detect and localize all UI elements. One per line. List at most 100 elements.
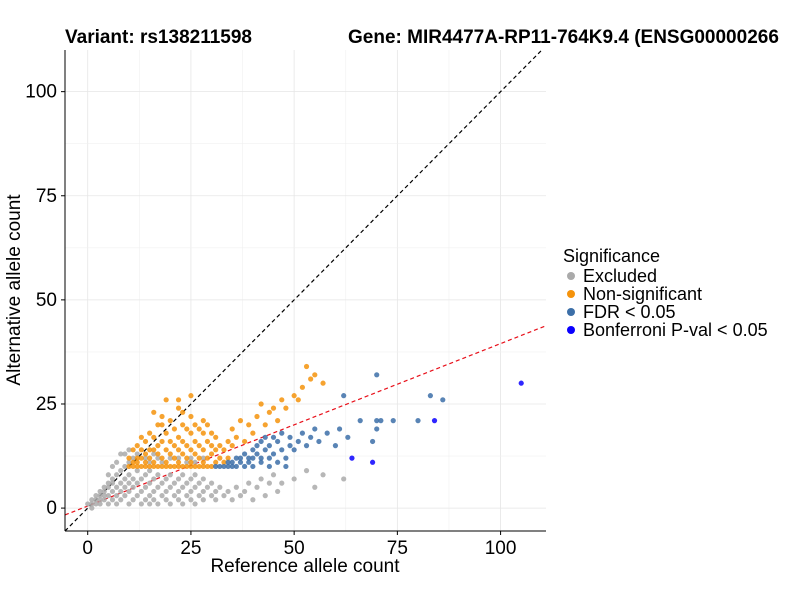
data-point — [250, 497, 256, 503]
data-point — [279, 430, 285, 436]
ticks: 0 25 50 75 100 0 25 50 75 100 — [25, 82, 516, 559]
data-point — [275, 459, 281, 465]
data-point — [134, 455, 140, 461]
data-point — [208, 463, 215, 470]
data-point — [114, 472, 120, 478]
data-point — [163, 497, 169, 503]
data-point — [196, 443, 202, 449]
data-point — [109, 463, 116, 470]
data-point — [188, 459, 194, 465]
data-point — [378, 418, 384, 424]
data-point — [134, 463, 140, 470]
data-point — [213, 459, 219, 465]
data-point — [159, 455, 165, 461]
data-point — [163, 488, 169, 495]
data-point — [192, 501, 198, 507]
data-point — [147, 447, 153, 453]
data-point — [97, 488, 103, 495]
data-point — [279, 447, 285, 453]
data-point — [184, 443, 190, 449]
data-point — [171, 443, 178, 449]
data-point — [142, 459, 149, 465]
data-point — [291, 447, 297, 453]
data-point — [184, 426, 190, 432]
data-point — [229, 443, 235, 449]
data-point — [208, 430, 215, 436]
data-point — [93, 497, 99, 503]
data-point — [126, 480, 132, 486]
data-point — [200, 455, 206, 461]
data-point — [200, 476, 206, 482]
data-point — [89, 505, 95, 511]
data-point — [192, 472, 198, 478]
data-point — [208, 480, 215, 486]
data-point — [85, 501, 91, 507]
data-point — [134, 480, 140, 486]
data-point — [262, 422, 268, 428]
data-point — [341, 393, 347, 399]
data-point — [142, 451, 149, 457]
data-point — [258, 455, 264, 461]
data-point — [142, 472, 149, 478]
data-point — [155, 463, 161, 470]
data-point — [188, 497, 194, 503]
data-point — [175, 459, 182, 465]
data-point — [275, 418, 281, 424]
data-point — [126, 488, 132, 495]
data-point — [97, 497, 103, 503]
data-point — [109, 488, 116, 495]
data-point — [246, 422, 252, 428]
data-point — [151, 463, 157, 470]
x-tick-label: 75 — [387, 538, 408, 559]
data-point — [308, 376, 314, 382]
data-point — [283, 463, 289, 470]
data-point — [279, 480, 285, 486]
data-point — [105, 480, 111, 486]
data-point — [105, 484, 111, 490]
data-point — [180, 484, 186, 490]
data-point — [233, 434, 239, 440]
data-point — [225, 455, 231, 461]
data-point — [312, 372, 318, 378]
data-point — [175, 488, 182, 495]
data-point — [101, 493, 107, 499]
data-point — [258, 459, 264, 465]
data-point — [114, 484, 120, 490]
data-point — [151, 451, 157, 457]
x-axis-label: Reference allele count — [210, 556, 400, 577]
data-point — [89, 497, 95, 503]
data-point — [266, 409, 272, 415]
data-point — [188, 430, 194, 436]
data-point — [130, 484, 136, 490]
data-point — [171, 426, 178, 432]
x-tick-label: 50 — [284, 538, 305, 559]
data-point — [184, 493, 190, 499]
data-point — [188, 463, 194, 470]
data-point — [171, 455, 178, 461]
x-tick-label: 100 — [485, 538, 517, 559]
data-point — [171, 480, 178, 486]
series-bonferroni-p-val-0-05 — [349, 380, 524, 465]
data-point — [155, 455, 161, 461]
data-point — [159, 463, 165, 470]
data-point — [200, 463, 206, 470]
data-point — [138, 463, 144, 470]
data-point — [221, 447, 227, 453]
data-point — [303, 443, 310, 449]
data-point — [250, 430, 256, 436]
data-point — [217, 484, 223, 490]
data-point — [320, 380, 326, 386]
data-point — [122, 463, 128, 470]
data-point — [109, 476, 116, 482]
data-point — [159, 422, 165, 428]
data-point — [204, 484, 211, 490]
data-point — [258, 401, 264, 407]
data-point — [175, 497, 182, 503]
legend-label-fdr: FDR < 0.05 — [583, 301, 676, 322]
data-point — [126, 459, 132, 465]
data-point — [138, 476, 144, 482]
data-point — [217, 443, 223, 449]
legend-item-bonferroni: Bonferroni P-val < 0.05 — [563, 320, 768, 340]
data-point — [262, 493, 268, 499]
series-non-significant — [126, 363, 326, 470]
